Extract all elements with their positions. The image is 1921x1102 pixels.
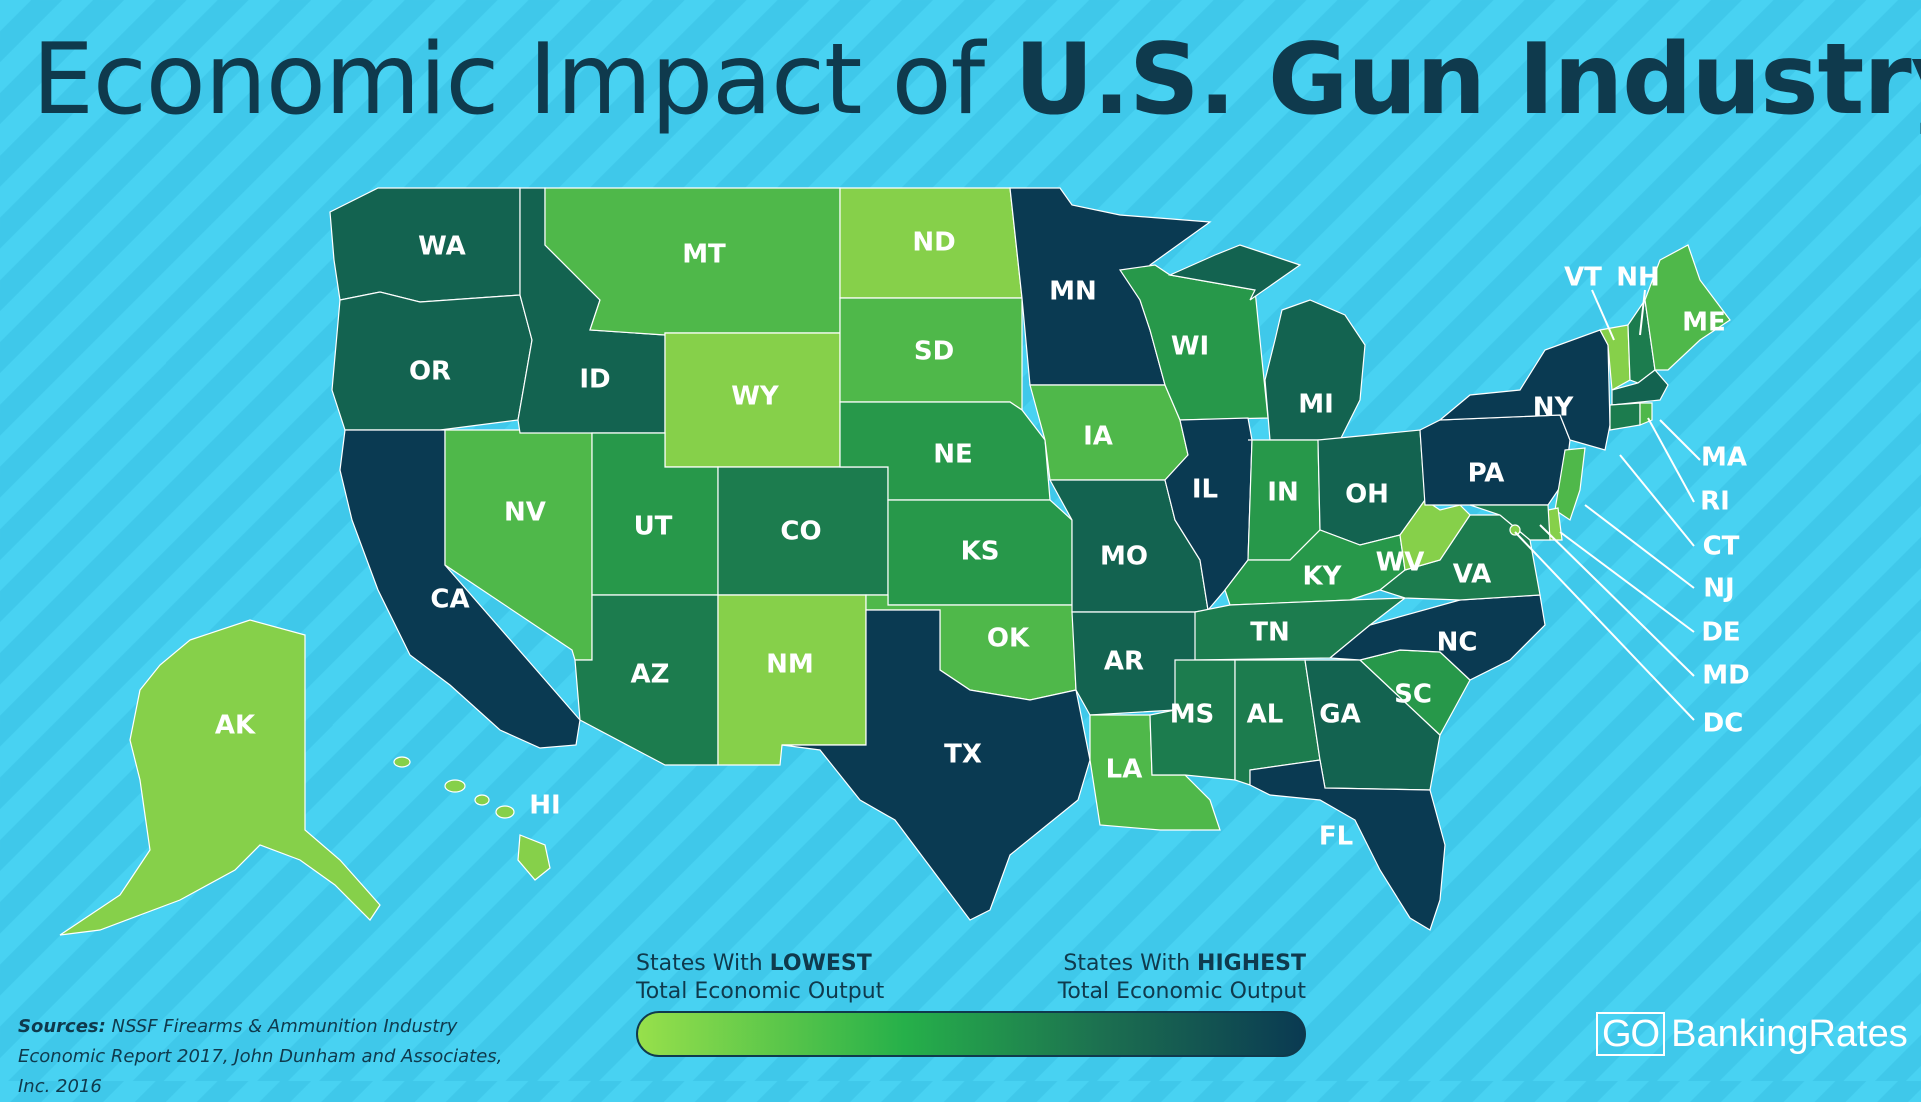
label-MN: MN: [1049, 277, 1097, 307]
label-NV: NV: [504, 498, 546, 528]
label-IL: IL: [1192, 475, 1218, 505]
label-FL: FL: [1319, 822, 1353, 852]
label-MA: MA: [1701, 443, 1747, 473]
state-HI[interactable]: [393, 756, 551, 881]
label-DC: DC: [1703, 709, 1744, 739]
label-DE: DE: [1701, 618, 1740, 648]
label-AZ: AZ: [631, 660, 670, 690]
label-RI: RI: [1700, 487, 1730, 517]
label-MS: MS: [1170, 700, 1215, 730]
label-CT: CT: [1703, 532, 1740, 562]
label-WV: WV: [1376, 548, 1425, 578]
state-FL[interactable]: [1249, 759, 1446, 931]
label-CO: CO: [780, 517, 821, 547]
label-ID: ID: [579, 365, 610, 395]
label-MO: MO: [1100, 542, 1148, 572]
label-NH: NH: [1616, 263, 1660, 293]
state-MI[interactable]: [1264, 299, 1366, 441]
label-KS: KS: [961, 537, 1000, 567]
label-TN: TN: [1250, 618, 1290, 648]
label-VA: VA: [1453, 560, 1491, 590]
title-light: Economic Impact of: [32, 23, 1015, 137]
label-WY: WY: [731, 382, 780, 412]
state-ME[interactable]: [1644, 244, 1731, 371]
state-NC[interactable]: [1328, 594, 1546, 681]
page-title: Economic Impact of U.S. Gun Industry: [32, 20, 1921, 140]
state-NJ[interactable]: [1554, 447, 1586, 521]
state-CT[interactable]: [1609, 402, 1641, 431]
label-AK: AK: [215, 711, 256, 741]
label-OH: OH: [1345, 480, 1389, 510]
state-AK[interactable]: [59, 619, 381, 936]
label-TX: TX: [944, 740, 982, 770]
label-UT: UT: [634, 512, 673, 542]
state-VT[interactable]: [1599, 324, 1631, 391]
state-NM[interactable]: [717, 594, 867, 766]
label-NM: NM: [766, 650, 814, 680]
legend-high-label: States With HIGHEST Total Economic Outpu…: [1057, 951, 1306, 1004]
sources-note: Sources: NSSF Firearms & Ammunition Indu…: [18, 1016, 503, 1097]
state-DC[interactable]: [1509, 524, 1521, 536]
label-NJ: NJ: [1703, 574, 1734, 604]
label-KY: KY: [1303, 562, 1343, 592]
label-VT: VT: [1564, 263, 1602, 293]
label-NC: NC: [1437, 628, 1478, 658]
label-WI: WI: [1171, 332, 1209, 362]
state-labels: WA OR CA NV ID MT WY UT CO AZ NM ND SD N…: [215, 228, 1750, 852]
label-OR: OR: [409, 357, 451, 387]
label-CA: CA: [430, 585, 469, 615]
label-IN: IN: [1267, 478, 1298, 508]
label-PA: PA: [1468, 459, 1505, 489]
legend: States With LOWEST Total Economic Output…: [636, 950, 1306, 1006]
label-WA: WA: [418, 232, 466, 262]
state-TX[interactable]: [781, 609, 1091, 921]
label-HI: HI: [529, 791, 560, 821]
label-AL: AL: [1247, 700, 1284, 730]
label-ME: ME: [1682, 308, 1726, 338]
state-MIup[interactable]: [1167, 244, 1302, 301]
label-OK: OK: [987, 624, 1030, 654]
label-MI: MI: [1298, 390, 1334, 420]
title-bold: U.S. Gun Industry: [1014, 23, 1921, 137]
state-MD[interactable]: [1469, 504, 1551, 541]
legend-low-label: States With LOWEST Total Economic Output: [636, 951, 885, 1004]
label-IA: IA: [1083, 422, 1113, 452]
label-LA: LA: [1106, 755, 1143, 785]
label-GA: GA: [1319, 700, 1360, 730]
label-MT: MT: [682, 240, 726, 270]
label-MD: MD: [1702, 661, 1749, 691]
label-NY: NY: [1533, 393, 1575, 423]
label-ND: ND: [912, 228, 955, 258]
label-SD: SD: [914, 337, 954, 367]
label-NE: NE: [933, 440, 973, 470]
label-SC: SC: [1394, 680, 1432, 710]
leader-lines: [1514, 289, 1701, 721]
gobankingrates-logo: GO BankingRates: [1596, 1012, 1908, 1056]
legend-gradient-bar: [636, 1011, 1306, 1057]
label-AR: AR: [1104, 647, 1144, 677]
